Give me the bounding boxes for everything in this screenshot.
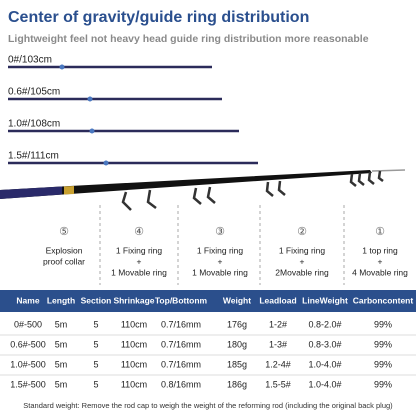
subtitle: Lightweight feel not heavy head guide ri… — [8, 33, 369, 45]
ring-text: 1 Fixing ring — [279, 245, 326, 255]
gravity-dot — [103, 160, 109, 166]
table-cell: 0.7/16mm — [161, 359, 201, 369]
table-cell: 1.0#-500 — [10, 359, 46, 369]
ring-text: + — [378, 256, 383, 266]
table-cell: 5m — [55, 379, 68, 389]
ring-text: + — [300, 256, 305, 266]
rod — [0, 169, 406, 211]
table-cell: 99% — [374, 339, 392, 349]
ring-text: 4 Movable ring — [352, 267, 408, 277]
table-cell: 1-3# — [269, 339, 287, 349]
rod-label: 1.5#/111cm — [8, 151, 59, 162]
table-header: Section — [81, 295, 112, 305]
table-header: LineWeight — [302, 295, 348, 305]
table-header-bg — [0, 290, 416, 312]
table-cell: 110cm — [121, 379, 147, 389]
table-cell: 110cm — [121, 339, 147, 349]
gravity-dot — [89, 128, 95, 134]
table-cell: 5m — [55, 359, 68, 369]
gravity-dot — [59, 64, 65, 70]
table-cell: 0.7/16mm — [161, 339, 201, 349]
table-header: Carboncontent — [353, 295, 414, 305]
table-cell: 1.2-4# — [265, 359, 291, 369]
table-cell: 0.8-3.0# — [308, 339, 341, 349]
table-cell: 5 — [93, 319, 98, 329]
ring-text: 1 Fixing ring — [116, 245, 163, 255]
table-cell: 99% — [374, 359, 392, 369]
ring-number: ④ — [134, 226, 144, 238]
ring-number: ⑤ — [59, 226, 69, 238]
title: Center of gravity/guide ring distributio… — [8, 9, 309, 26]
table-header: Length — [47, 295, 75, 305]
table-cell: 110cm — [121, 319, 147, 329]
table-cell: 0.6#-500 — [10, 339, 46, 349]
ring-number: ② — [297, 226, 307, 238]
table-cell: 186g — [227, 379, 247, 389]
ring-text: Explosion — [46, 245, 83, 255]
ring-text: 1 Movable ring — [192, 267, 248, 277]
table-cell: 110cm — [121, 359, 147, 369]
table-header: Name — [16, 295, 39, 305]
ring-text: proof collar — [43, 256, 85, 266]
table-cell: 180g — [227, 339, 247, 349]
table-cell: 176g — [227, 319, 247, 329]
table-cell: 1.0-4.0# — [308, 359, 341, 369]
table-cell: 99% — [374, 379, 392, 389]
ring-text: 1 top ring — [362, 245, 398, 255]
ring-number: ① — [375, 226, 385, 238]
table-cell: 5 — [93, 339, 98, 349]
table-cell: 0.8-2.0# — [308, 319, 341, 329]
table-cell: 1.5#-500 — [10, 379, 46, 389]
ring-number: ③ — [215, 226, 225, 238]
gravity-dot — [87, 96, 93, 102]
table-cell: 1.0-4.0# — [308, 379, 341, 389]
table-header: Top/Bottonm — [155, 295, 208, 305]
table-cell: 5m — [55, 339, 68, 349]
ring-text: + — [137, 256, 142, 266]
ring-text: 2Movable ring — [275, 267, 329, 277]
table-cell: 1.5-5# — [265, 379, 291, 389]
table-cell: 185g — [227, 359, 247, 369]
table-cell: 5 — [93, 379, 98, 389]
table-cell: 0.8/16mm — [161, 379, 201, 389]
table-cell: 5 — [93, 359, 98, 369]
dividers — [99, 205, 345, 285]
table-cell: 5m — [55, 319, 68, 329]
footer-note: Standard weight: Remove the rod cap to w… — [23, 401, 393, 410]
rod-label: 0.6#/105cm — [8, 87, 60, 98]
rod-label: 1.0#/108cm — [8, 119, 60, 130]
table-header: Weight — [223, 295, 251, 305]
ring-text: 1 Fixing ring — [197, 245, 244, 255]
table-header: Shrinkage — [113, 295, 154, 305]
ring-text: 1 Movable ring — [111, 267, 167, 277]
ring-text: + — [218, 256, 223, 266]
table-cell: 0#-500 — [14, 319, 42, 329]
table-cell: 0.7/16mm — [161, 319, 201, 329]
rod-label: 0#/103cm — [8, 55, 52, 66]
table-cell: 99% — [374, 319, 392, 329]
table-cell: 1-2# — [269, 319, 287, 329]
table-header: Leadload — [259, 295, 296, 305]
